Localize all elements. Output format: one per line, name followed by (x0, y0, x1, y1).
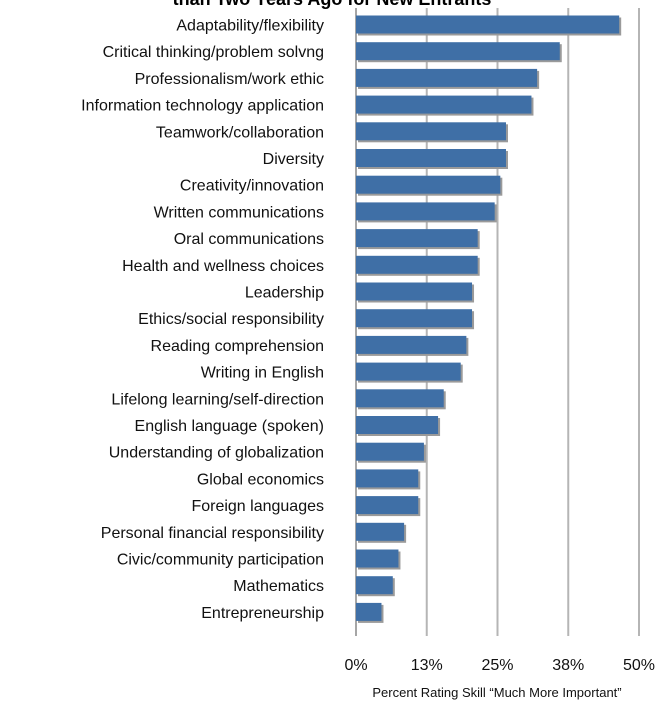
category-label: Writing in English (201, 365, 324, 382)
category-label: Creativity/innovation (180, 178, 324, 195)
bar (356, 229, 478, 248)
bar (356, 496, 419, 515)
category-label: Ethics/social responsibility (138, 311, 324, 328)
bar (356, 469, 419, 488)
bar (356, 95, 532, 114)
category-label: Reading comprehension (151, 338, 324, 355)
x-tick-label: 0% (344, 657, 367, 674)
category-label: Entrepreneurship (201, 605, 324, 622)
bar (356, 389, 444, 408)
x-tick-label: 50% (623, 657, 655, 674)
bar (356, 416, 439, 434)
category-label: English language (spoken) (135, 418, 324, 435)
bar (356, 68, 538, 87)
category-label: Lifelong learning/self-direction (111, 391, 324, 408)
bar (356, 175, 501, 194)
category-label: Global economics (197, 471, 324, 488)
bar (356, 549, 399, 568)
bar (356, 42, 560, 61)
category-label: Professionalism/work ethic (135, 71, 324, 88)
bar (356, 282, 473, 301)
category-label: Foreign languages (191, 498, 324, 515)
bar (356, 15, 620, 34)
x-axis-title: Percent Rating Skill “Much More Importan… (372, 685, 621, 700)
category-labels: Adaptability/flexibility Critical thinkin… (81, 18, 324, 622)
category-label: Understanding of globalization (109, 445, 324, 462)
bar (356, 202, 495, 221)
bar (356, 576, 393, 595)
category-label: Critical thinking/problem solvng (103, 44, 324, 61)
bar (356, 602, 382, 621)
x-tick-label: 25% (481, 657, 513, 674)
x-tick-label: 13% (411, 657, 443, 674)
x-tick-label: 38% (552, 657, 584, 674)
category-label: Teamwork/collaboration (156, 124, 324, 141)
category-label: Personal financial responsibility (101, 525, 324, 542)
category-label: Leadership (245, 285, 324, 302)
bar (356, 309, 473, 328)
category-label: Mathematics (233, 578, 324, 595)
bar (356, 122, 506, 141)
bars (356, 15, 622, 623)
bar (356, 255, 478, 274)
category-label: Adaptability/flexibility (176, 18, 324, 35)
category-label: Civic/community participation (117, 552, 324, 569)
category-label: Information technology application (81, 98, 324, 115)
bar (356, 522, 405, 541)
bar (356, 149, 506, 167)
x-tick-labels: 0% 13% 25% 38% 50% (344, 657, 655, 674)
bar (356, 335, 467, 354)
bar (356, 362, 461, 381)
bar (356, 442, 424, 461)
category-label: Written communications (154, 204, 324, 221)
category-label: Diversity (263, 151, 324, 168)
category-label: Health and wellness choices (122, 258, 324, 275)
category-label: Oral communications (174, 231, 324, 248)
